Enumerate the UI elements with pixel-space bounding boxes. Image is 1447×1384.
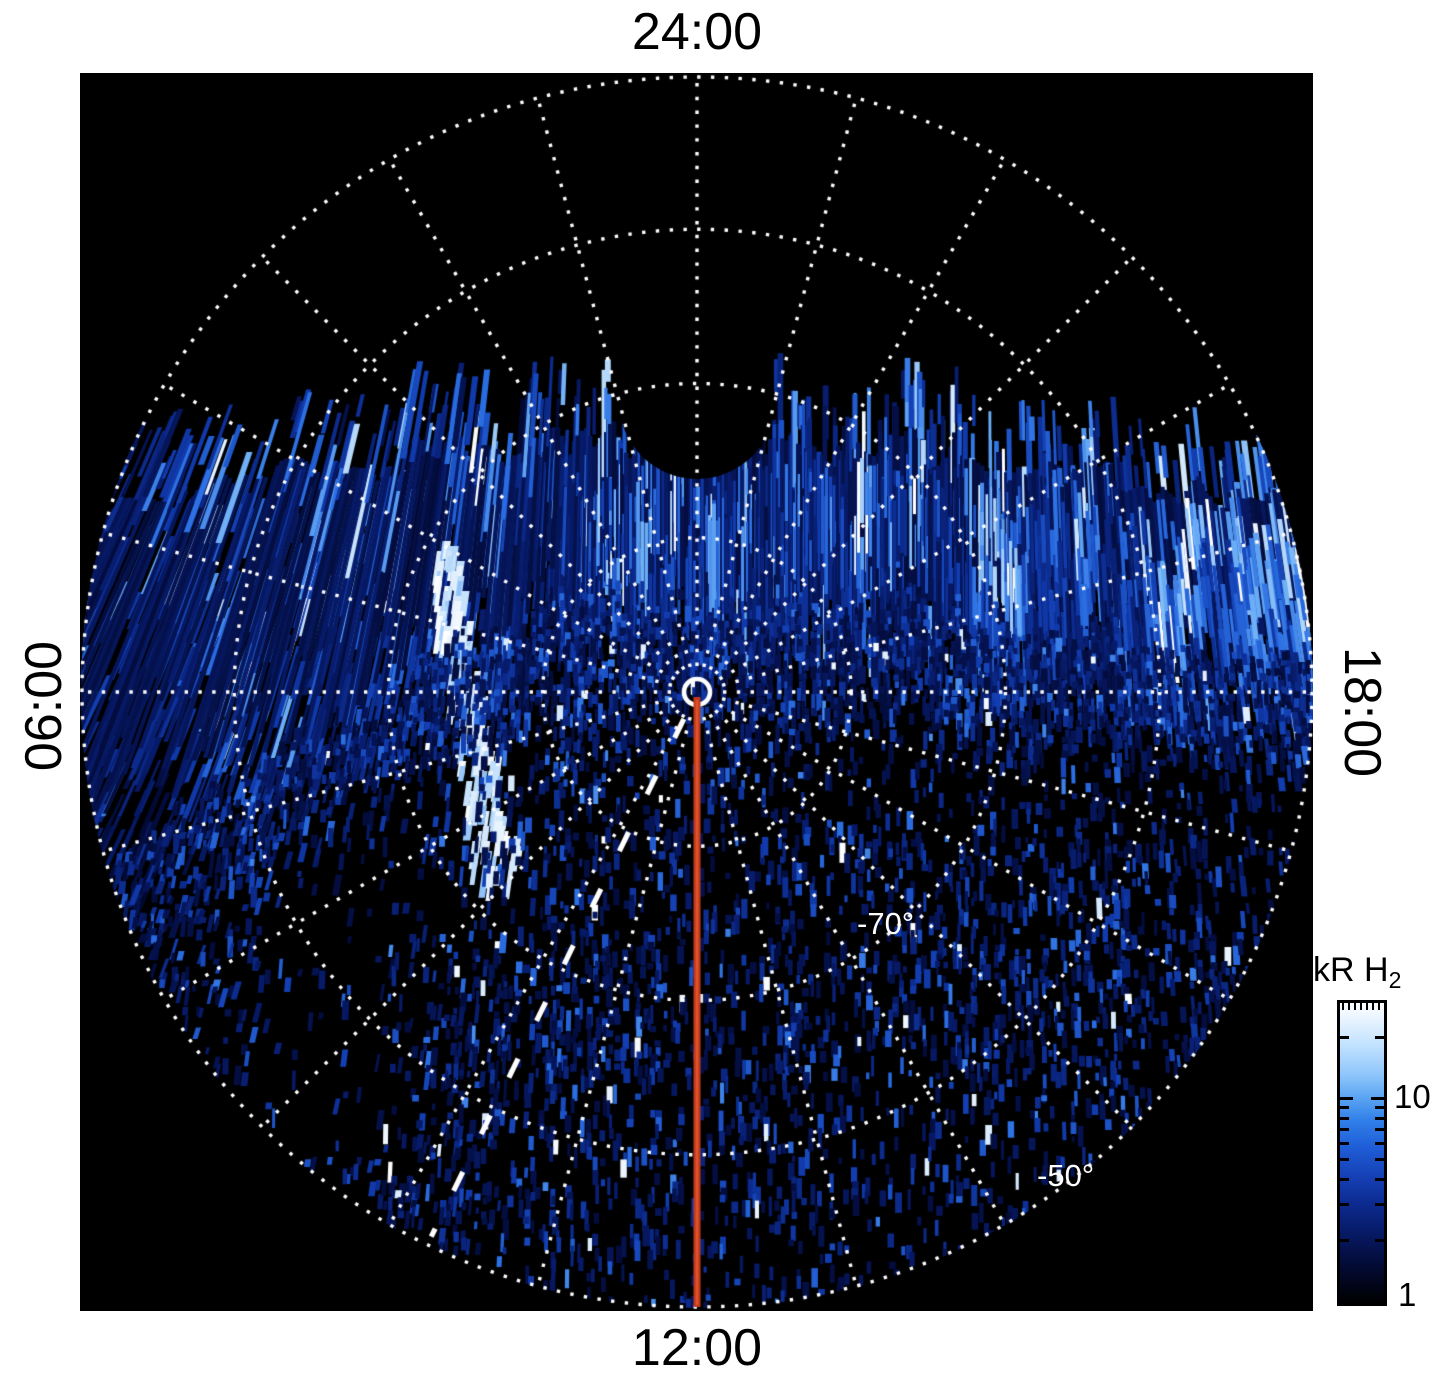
aurora-polar-map-canvas [80, 73, 1313, 1311]
colorbar-major-tick-10 [1371, 1097, 1384, 1100]
colorbar-title: kR H2 [1313, 951, 1401, 994]
colorbar-minor-tick [1375, 1106, 1384, 1110]
colorbar-title-subscript: 2 [1388, 967, 1402, 993]
latitude-label-70: -70° [857, 906, 915, 941]
colorbar-minor-tick [1375, 1142, 1384, 1146]
colorbar-minor-tick [1340, 1128, 1349, 1132]
colorbar-minor-tick [1340, 1106, 1349, 1110]
colorbar-tick-label-10: 10 [1394, 1078, 1431, 1115]
colorbar-major-tick-10 [1340, 1097, 1353, 1100]
colorbar-minor-tick [1340, 1142, 1349, 1146]
colorbar-minor-tick [1375, 1128, 1384, 1132]
colorbar [1337, 1000, 1387, 1306]
colorbar-top-ticks [1342, 1003, 1382, 1010]
colorbar-minor-tick [1375, 1035, 1384, 1039]
colorbar-minor-tick [1375, 1238, 1384, 1242]
colorbar-minor-tick [1340, 1238, 1349, 1242]
colorbar-minor-tick [1375, 1203, 1384, 1207]
local-time-label-midnight: 24:00 [631, 3, 763, 61]
colorbar-minor-tick [1375, 1116, 1384, 1120]
local-time-label-dawn: 06:00 [15, 640, 73, 772]
colorbar-minor-tick [1375, 1177, 1384, 1181]
colorbar-title-main: kR H [1313, 951, 1389, 989]
local-time-label-noon: 12:00 [631, 1319, 763, 1377]
latitude-label-50: -50° [1037, 1158, 1095, 1193]
colorbar-minor-tick [1340, 1116, 1349, 1120]
plot-area [80, 73, 1313, 1311]
colorbar-tick-label-1: 1 [1398, 1276, 1417, 1313]
colorbar-minor-tick [1340, 1203, 1349, 1207]
colorbar-minor-tick [1340, 1158, 1349, 1162]
colorbar-minor-tick [1340, 1035, 1349, 1039]
colorbar-minor-tick [1340, 1177, 1349, 1181]
local-time-label-dusk: 18:00 [1333, 646, 1391, 778]
colorbar-minor-tick [1375, 1158, 1384, 1162]
